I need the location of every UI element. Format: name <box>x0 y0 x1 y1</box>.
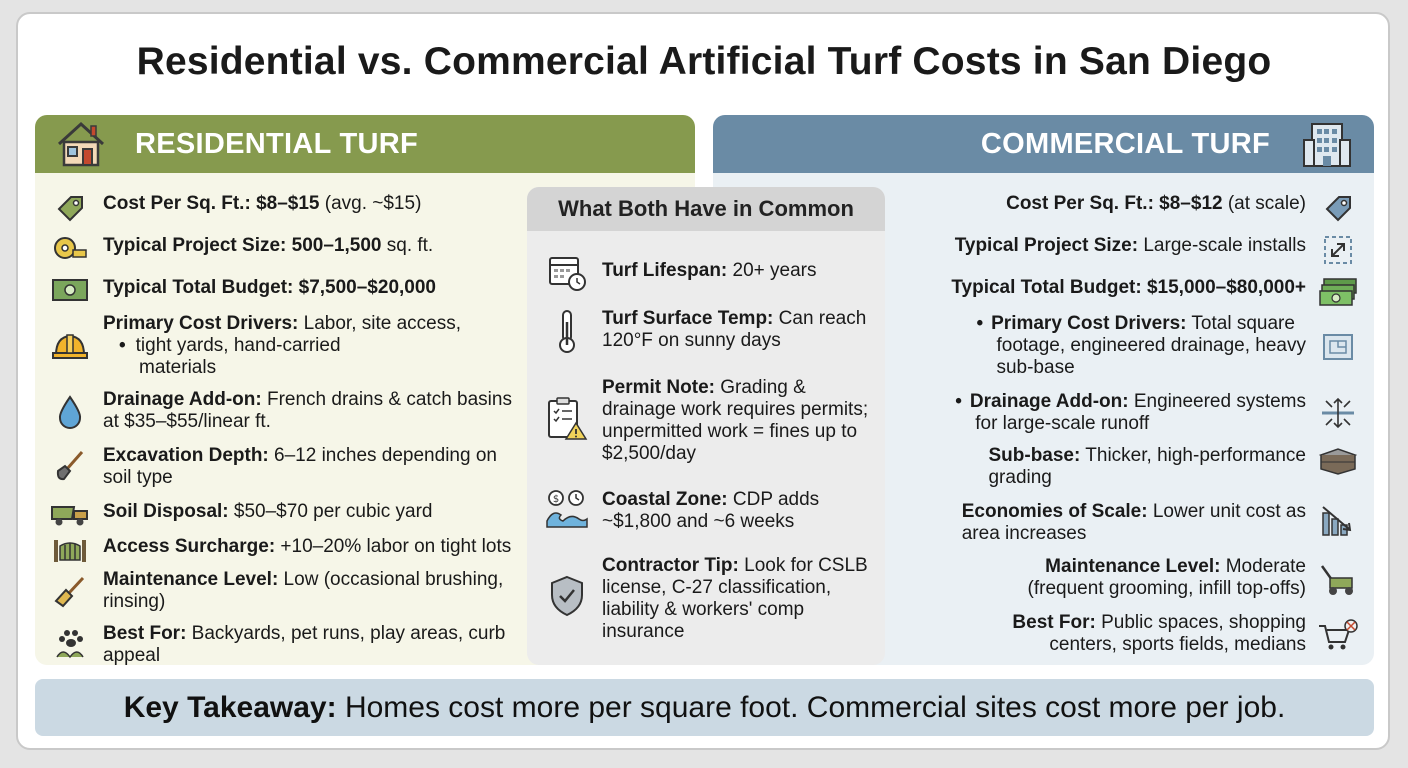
res-drainage: Drainage Add-on: French drains & catch b… <box>50 389 520 433</box>
blueprint-icon <box>1316 331 1360 363</box>
common-header: What Both Have in Common <box>527 187 885 231</box>
water-drop-icon <box>50 395 90 429</box>
residential-header: RESIDENTIAL TURF <box>35 115 695 173</box>
common-coastal-zone: $ Coastal Zone: CDP adds ~$1,800 and ~6 … <box>545 489 875 533</box>
office-building-icon <box>1302 120 1352 168</box>
key-takeaway-bar: Key Takeaway: Homes cost more per square… <box>35 679 1374 736</box>
lawn-mower-icon <box>1316 562 1360 596</box>
com-total-budget: Typical Total Budget: $15,000–$80,000+ <box>951 277 1360 309</box>
com-drainage: • Drainage Add-on: Engineered systems for … <box>955 391 1360 435</box>
price-tag-icon <box>1316 193 1360 223</box>
common-contractor-tip: Contractor Tip: Look for CSLB license, C… <box>545 555 875 643</box>
tape-measure-icon <box>50 235 90 261</box>
svg-text:$: $ <box>553 494 559 505</box>
commercial-header-label: COMMERCIAL TURF <box>980 127 1270 160</box>
com-cost-drivers: • Primary Cost Drivers: Total square foota… <box>976 313 1360 379</box>
shield-check-icon <box>545 575 589 617</box>
res-total-budget: Typical Total Budget: $7,500–$20,000 <box>50 277 520 303</box>
price-tag-icon <box>50 193 90 223</box>
res-project-size: Typical Project Size: 500–1,500 sq. ft. <box>50 235 520 261</box>
res-excavation: Excavation Depth: 6–12 inches depending … <box>50 445 520 489</box>
dump-truck-icon <box>50 501 90 527</box>
com-sub-base: Sub-base: Thicker, high-performance gradi… <box>988 445 1360 489</box>
key-takeaway-text: Homes cost more per square foot. Commerc… <box>336 691 1286 724</box>
res-soil-disposal: Soil Disposal: $50–$70 per cubic yard <box>50 501 520 527</box>
res-maintenance: Maintenance Level: Low (occasional brush… <box>50 569 520 613</box>
drainage-arrows-icon <box>1316 395 1360 431</box>
com-cost-per-sqft: Cost Per Sq. Ft.: $8–$12 (at scale) <box>1006 193 1360 223</box>
residential-header-label: RESIDENTIAL TURF <box>135 127 418 160</box>
shovel-icon <box>50 449 90 483</box>
common-surface-temp: Turf Surface Temp: Can reach 120°F on su… <box>545 308 875 354</box>
house-icon <box>55 120 107 168</box>
bar-chart-down-icon <box>1316 503 1360 539</box>
hard-hat-icon <box>50 331 90 361</box>
cash-icon <box>50 277 90 303</box>
page-title: Residential vs. Commercial Artificial Tu… <box>136 40 1272 83</box>
key-takeaway-label: Key Takeaway: <box>123 691 337 724</box>
gate-icon <box>50 536 90 564</box>
common-panel: What Both Have in Common <box>527 187 885 665</box>
common-permit-note: Permit Note: Grading & drainage work req… <box>545 377 875 465</box>
broom-icon <box>50 575 90 609</box>
cash-stack-icon <box>1316 277 1360 309</box>
ground-layers-icon <box>1316 447 1360 475</box>
expand-arrows-icon <box>1316 235 1360 265</box>
res-cost-per-sqft: Cost Per Sq. Ft.: $8–$15 (avg. ~$15) <box>50 193 520 223</box>
cart-ball-icon <box>1316 618 1360 652</box>
res-access-surcharge: Access Surcharge: +10–20% labor on tight… <box>50 536 520 564</box>
common-lifespan: Turf Lifespan: 20+ years <box>545 252 875 292</box>
com-economies-of-scale: Economies of Scale: Lower unit cost as ar… <box>962 501 1360 545</box>
res-best-for: Best For: Backyards, pet runs, play area… <box>50 623 520 667</box>
res-cost-drivers: Primary Cost Drivers: Labor, site access… <box>50 313 520 379</box>
permit-clipboard-icon <box>545 395 589 441</box>
commercial-header: COMMERCIAL TURF <box>713 115 1374 173</box>
calendar-clock-icon <box>545 252 589 292</box>
thermometer-icon <box>545 308 589 354</box>
coastal-wave-icon: $ <box>545 489 589 531</box>
com-best-for: Best For: Public spaces, shopping centers… <box>1012 612 1360 656</box>
paw-plant-icon <box>50 625 90 659</box>
com-project-size: Typical Project Size: Large-scale instal… <box>955 235 1360 265</box>
com-maintenance: Maintenance Level: Moderate (frequent gro… <box>1028 556 1360 600</box>
